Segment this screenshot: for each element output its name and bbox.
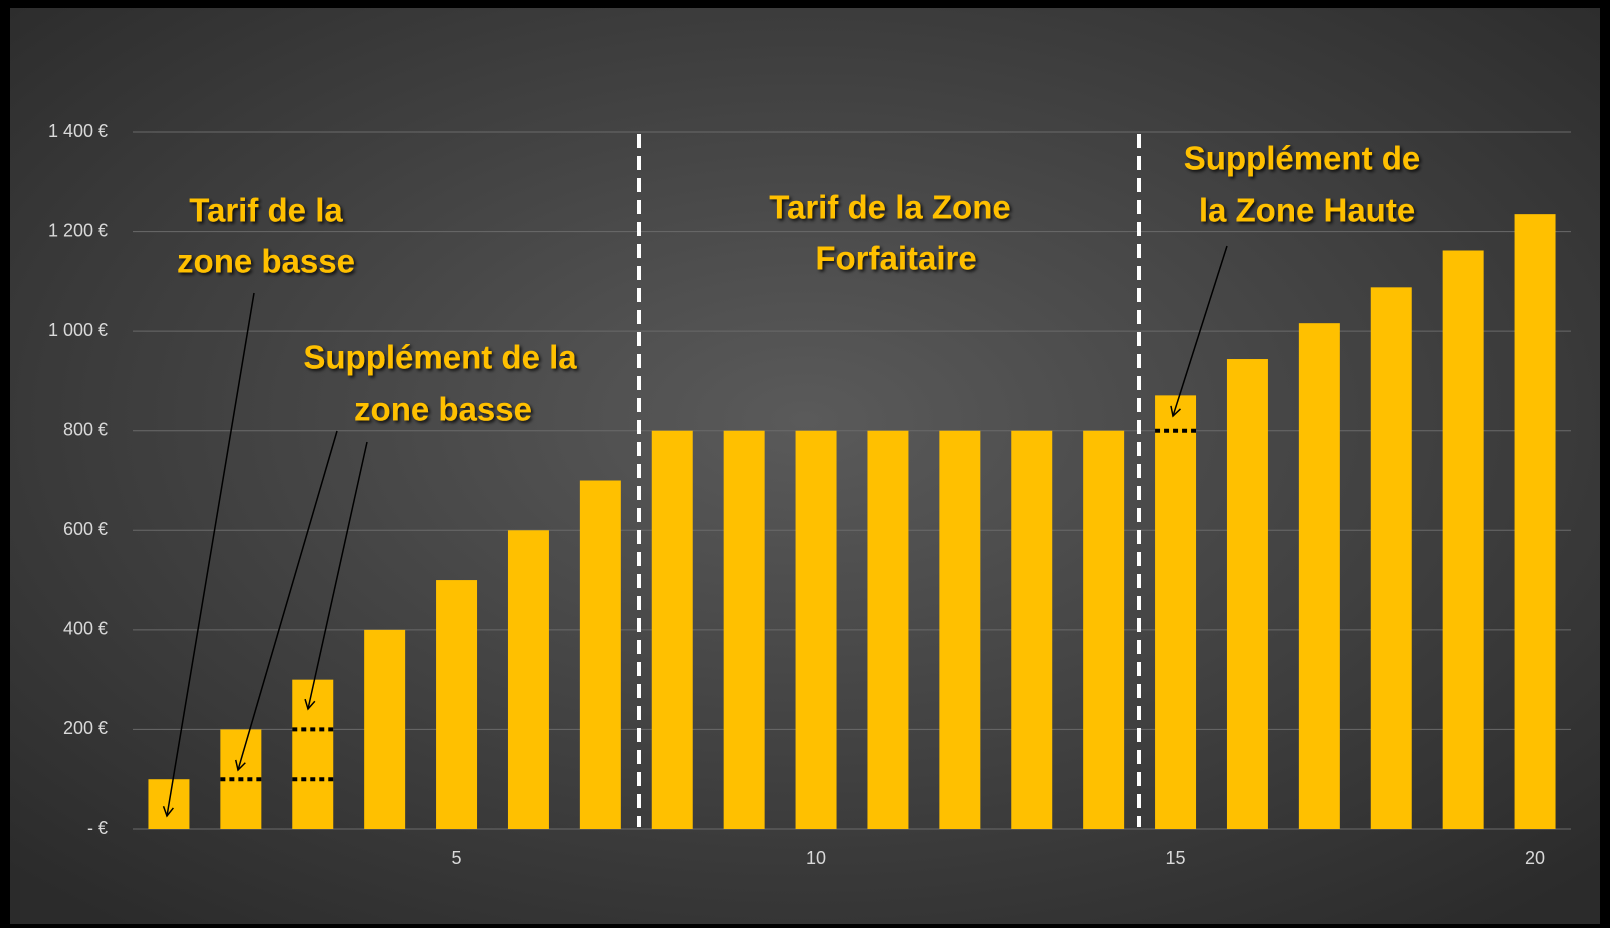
y-tick-label: - € (87, 818, 108, 838)
y-tick-label: 1 200 € (48, 220, 108, 240)
bar (1155, 395, 1197, 829)
bar (292, 679, 334, 829)
bar (436, 580, 478, 829)
arrow (162, 292, 255, 818)
annotation: la Zone Haute (1199, 192, 1415, 229)
annotation: Supplément de la (303, 339, 577, 376)
x-tick-label: 20 (1525, 848, 1545, 868)
bar (579, 480, 621, 829)
x-tick-label: 5 (452, 848, 462, 868)
bar (723, 430, 765, 829)
bar (1442, 250, 1484, 830)
arrow (234, 430, 338, 772)
y-tick-label: 200 € (63, 718, 108, 738)
bar (867, 430, 909, 829)
annotation: Supplément de (1184, 140, 1421, 177)
annotation: Forfaitaire (815, 240, 976, 277)
bar (1370, 287, 1412, 829)
bar (795, 430, 837, 829)
annotation: Tarif de la Zone (769, 189, 1010, 226)
y-tick-label: 400 € (63, 619, 108, 639)
bar (364, 629, 406, 829)
annotation: Tarif de la (189, 192, 343, 229)
y-tick-label: 600 € (63, 519, 108, 539)
arrow (304, 441, 368, 711)
bar (1011, 430, 1053, 829)
bar (939, 430, 981, 829)
bar (651, 430, 693, 829)
y-tick-label: 1 000 € (48, 320, 108, 340)
y-tick-label: 800 € (63, 419, 108, 439)
x-tick-label: 10 (806, 848, 826, 868)
bar (1083, 430, 1125, 829)
annotation: zone basse (354, 391, 532, 428)
bar (1514, 214, 1556, 829)
bar (1298, 323, 1340, 829)
arrow (1170, 245, 1228, 418)
y-tick-label: 1 400 € (48, 121, 108, 141)
arrows (162, 245, 1228, 818)
x-tick-label: 15 (1166, 848, 1186, 868)
annotation: zone basse (177, 243, 355, 280)
bar (1226, 359, 1268, 829)
bar (507, 530, 549, 829)
